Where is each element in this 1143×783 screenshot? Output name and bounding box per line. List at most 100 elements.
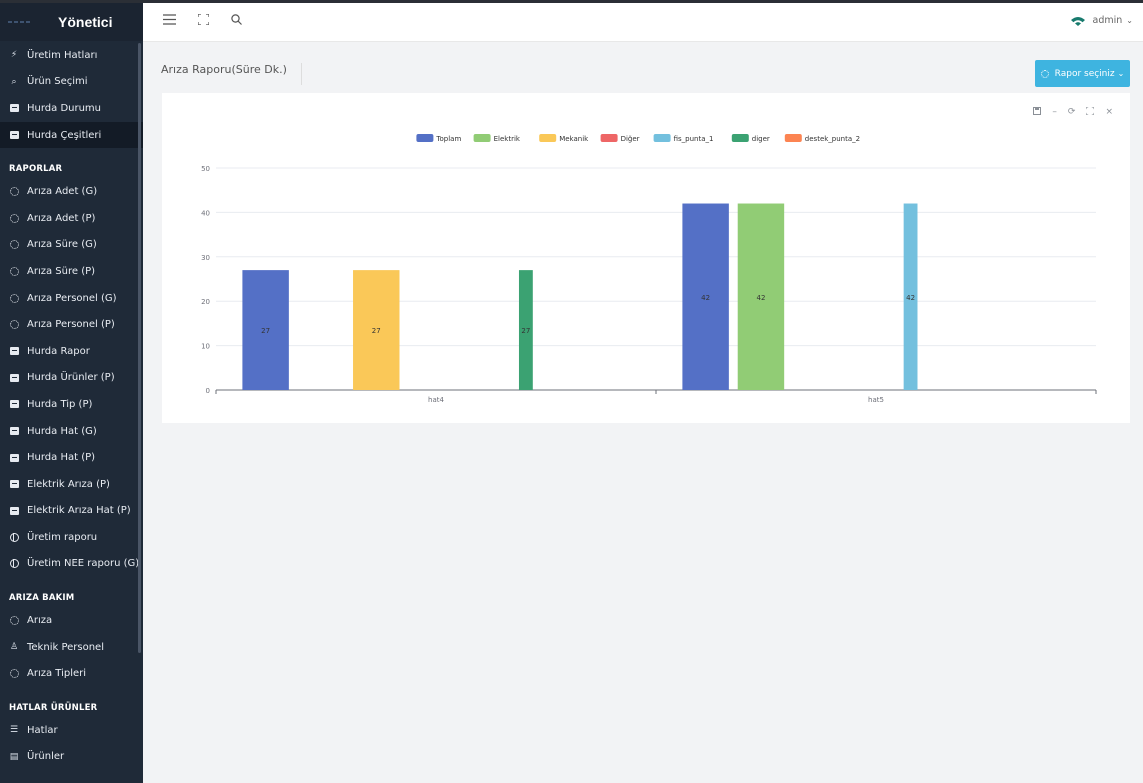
legend-swatch <box>653 134 671 142</box>
username: admin <box>1092 15 1123 26</box>
sidebar-section-header: HATLAR ÜRÜNLER <box>9 703 98 714</box>
sidebar-item[interactable]: ♙ Teknik Personel <box>0 634 143 661</box>
report-select-label: Rapor seçiniz <box>1054 68 1115 79</box>
sidebar-item-label: Arıza Adet (G) <box>27 186 98 198</box>
sidebar-item[interactable]: Hurda Çeşitleri <box>0 121 143 149</box>
bar-data-label: 27 <box>372 327 381 335</box>
sidebar-item-label: Hurda Hat (P) <box>27 452 96 464</box>
minimize-icon[interactable]: – <box>1052 107 1057 117</box>
sidebar-item[interactable]: Arıza Adet (P) <box>0 205 143 232</box>
y-tick-label: 20 <box>201 298 210 306</box>
sidebar-item[interactable]: Hurda Tip (P) <box>0 391 143 418</box>
bar-Toplam <box>682 203 729 390</box>
sidebar-item-label: Üretim NEE raporu (G) <box>27 558 140 570</box>
sidebar-item[interactable]: Arıza <box>0 607 143 634</box>
gear-icon <box>9 293 19 303</box>
legend-swatch <box>600 134 618 142</box>
fullscreen-icon[interactable] <box>197 13 210 29</box>
legend-label[interactable]: Diğer <box>621 135 640 143</box>
bar-data-label: 27 <box>261 327 270 335</box>
bar-data-label: 42 <box>906 294 915 302</box>
sidebar-item[interactable]: Üretim raporu <box>0 524 143 551</box>
document-icon <box>9 103 19 113</box>
sidebar-item-label: Arıza Personel (P) <box>27 319 115 331</box>
person-icon: ♙ <box>9 642 19 653</box>
y-tick-label: 30 <box>201 254 210 262</box>
bolt-icon: ⚡ <box>10 50 18 61</box>
document-icon <box>9 426 19 436</box>
search-icon[interactable] <box>231 14 242 29</box>
sidebar-item[interactable]: Hurda Durumu <box>0 95 143 122</box>
sidebar-item[interactable]: Hurda Hat (G) <box>0 418 143 445</box>
sidebar: Yönetici ⚡ Üretim Hatları ⌕ Ürün Seçimi Hurd… <box>0 3 143 783</box>
search-icon: ⌕ <box>11 76 17 87</box>
document-icon <box>9 346 19 356</box>
y-tick-label: 10 <box>201 343 210 351</box>
x-tick-label: hat4 <box>428 396 444 404</box>
sidebar-item[interactable]: Arıza Süre (P) <box>0 258 143 285</box>
gear-icon <box>9 266 19 276</box>
sidebar-item-label: Hurda Ürünler (P) <box>27 372 115 384</box>
legend-label[interactable]: Toplam <box>435 135 461 143</box>
sidebar-item[interactable]: Hurda Rapor <box>0 338 143 365</box>
document-icon <box>9 479 19 489</box>
sidebar-item-label: Ürün Seçimi <box>27 76 88 88</box>
sidebar-item-label: Elektrik Arıza Hat (P) <box>27 505 131 517</box>
document-icon <box>9 453 19 463</box>
brand[interactable]: Yönetici <box>0 3 143 41</box>
gear-icon <box>9 320 19 330</box>
sidebar-item-label: Arıza Süre (P) <box>27 265 96 277</box>
sidebar-item[interactable]: Hurda Hat (P) <box>0 444 143 471</box>
sidebar-item[interactable]: Elektrik Arıza Hat (P) <box>0 498 143 525</box>
sidebar-item[interactable]: Elektrik Arıza (P) <box>0 471 143 498</box>
globe-icon <box>9 559 19 569</box>
logo <box>8 21 30 23</box>
window-top-strip <box>0 0 1143 3</box>
report-select-button[interactable]: Rapor seçiniz ⌄ <box>1035 60 1130 87</box>
page-title: Arıza Raporu(Süre Dk.) <box>161 63 302 85</box>
bar-Mekanik <box>353 270 400 390</box>
sidebar-item-label: Arıza Süre (G) <box>27 239 97 251</box>
server-icon: ☰ <box>9 725 19 736</box>
menu-icon[interactable] <box>163 14 176 29</box>
sidebar-item[interactable]: ⌕ Ürün Seçimi <box>0 69 143 96</box>
sidebar-item[interactable]: ☰ Hatlar <box>0 717 143 744</box>
legend-label[interactable]: destek_punta_2 <box>805 135 860 143</box>
sidebar-item[interactable]: ▤ Ürünler <box>0 744 143 771</box>
bar-chart: 0 10 20 30 40 50 hat4 hat5 27 42 42 27 42 27 Toplam Ele… <box>201 134 1097 404</box>
sidebar-item[interactable]: Hurda Ürünler (P) <box>0 365 143 392</box>
chevron-down-icon: ⌄ <box>1117 69 1125 78</box>
globe-icon <box>9 532 19 542</box>
sidebar-item-label: Üretim Hatları <box>27 49 98 61</box>
legend-label[interactable]: Mekanik <box>559 135 589 143</box>
book-icon: ▤ <box>9 751 19 762</box>
chart-panel: – ⟳ × 0 10 20 30 40 50 hat4 hat5 27 42 42 27 42 27 Top… <box>162 93 1130 423</box>
sidebar-item[interactable]: Arıza Personel (P) <box>0 311 143 338</box>
sidebar-item-label: Üretim raporu <box>27 531 98 543</box>
legend-label[interactable]: Elektrik <box>494 135 521 143</box>
y-tick-label: 40 <box>201 209 210 217</box>
x-tick-label: hat5 <box>868 396 884 404</box>
sidebar-item[interactable]: Arıza Personel (G) <box>0 285 143 312</box>
legend-swatch <box>416 134 434 142</box>
sidebar-item[interactable]: ⚡ Üretim Hatları <box>0 42 143 69</box>
gear-icon <box>9 213 19 223</box>
refresh-icon[interactable]: ⟳ <box>1067 107 1076 117</box>
bar-data-label: 42 <box>701 294 710 302</box>
sidebar-item[interactable]: Üretim NEE raporu (G) <box>0 551 143 578</box>
y-tick-label: 0 <box>206 387 210 395</box>
sidebar-item[interactable]: Arıza Adet (G) <box>0 178 143 205</box>
document-icon <box>9 130 19 140</box>
save-icon[interactable] <box>1033 107 1042 118</box>
bar-diger <box>518 270 533 390</box>
bar-Elektrik <box>737 203 785 390</box>
sidebar-scrollbar[interactable] <box>138 43 141 653</box>
gear-icon <box>1040 69 1049 78</box>
topbar: admin ⌄ <box>143 3 1143 42</box>
close-icon[interactable]: × <box>1105 107 1113 117</box>
sidebar-item[interactable]: Arıza Süre (G) <box>0 232 143 259</box>
legend-label[interactable]: diger <box>752 135 770 143</box>
sidebar-item[interactable]: Arıza Tipleri <box>0 660 143 687</box>
legend-label[interactable]: fis_punta_1 <box>674 135 714 143</box>
user-menu[interactable]: admin ⌄ <box>1070 15 1133 26</box>
